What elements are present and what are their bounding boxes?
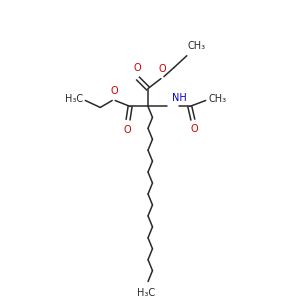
Text: CH₃: CH₃ (188, 41, 206, 51)
Text: O: O (123, 125, 131, 135)
Text: H₃C: H₃C (65, 94, 83, 104)
Text: H₃C: H₃C (137, 287, 155, 298)
Text: NH: NH (172, 94, 187, 103)
Text: CH₃: CH₃ (209, 94, 227, 104)
Text: O: O (158, 64, 166, 74)
Text: O: O (191, 124, 199, 134)
Text: O: O (110, 85, 118, 95)
Text: O: O (133, 63, 141, 73)
